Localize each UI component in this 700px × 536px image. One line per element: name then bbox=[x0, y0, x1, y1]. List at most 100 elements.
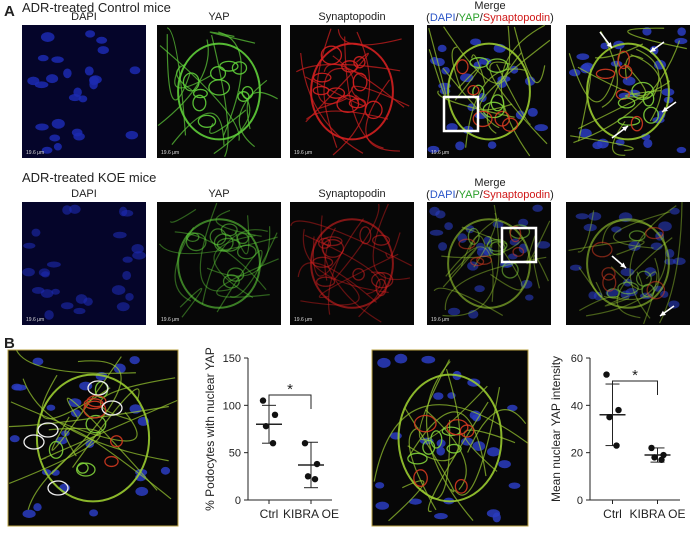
capillary bbox=[76, 462, 89, 474]
nucleus bbox=[89, 79, 98, 90]
nucleus bbox=[11, 383, 23, 391]
significance-label: * bbox=[632, 367, 638, 384]
capillary bbox=[601, 267, 616, 281]
capillary bbox=[456, 59, 469, 75]
channel-label: YAP bbox=[208, 188, 229, 200]
capillary bbox=[631, 81, 655, 100]
capillary bbox=[512, 246, 525, 257]
nucleus bbox=[588, 212, 602, 221]
capillary bbox=[321, 239, 345, 258]
nucleus bbox=[486, 509, 501, 518]
capillary bbox=[375, 278, 387, 297]
tissue bbox=[41, 374, 111, 420]
nucleus bbox=[51, 56, 64, 63]
tissue bbox=[72, 388, 140, 468]
capillary bbox=[85, 414, 107, 434]
nucleus bbox=[467, 261, 479, 271]
nucleus bbox=[525, 294, 534, 301]
image-bg bbox=[157, 25, 281, 158]
micrograph bbox=[157, 202, 281, 325]
tissue bbox=[636, 48, 660, 97]
capillary bbox=[315, 276, 336, 287]
tissue bbox=[465, 68, 526, 148]
arrow-head bbox=[622, 126, 628, 132]
nucleus bbox=[536, 241, 551, 249]
micrograph bbox=[566, 25, 690, 158]
nucleus bbox=[534, 124, 548, 132]
nucleus bbox=[644, 267, 657, 277]
tissue bbox=[579, 295, 621, 312]
tissue bbox=[577, 63, 647, 97]
capillary bbox=[467, 227, 480, 245]
nucleus bbox=[498, 460, 511, 469]
tissue bbox=[16, 350, 136, 374]
capillary bbox=[646, 280, 666, 300]
tissue bbox=[333, 203, 380, 281]
nucleus bbox=[113, 363, 126, 374]
nucleus bbox=[122, 270, 132, 280]
merge-legend: (DAPI/YAP/Synaptopodin) bbox=[426, 189, 554, 201]
capillary bbox=[236, 244, 257, 260]
nucleus bbox=[447, 307, 461, 316]
nucleus bbox=[672, 257, 686, 266]
micrograph bbox=[22, 25, 146, 158]
nucleus bbox=[457, 233, 468, 243]
micrograph bbox=[290, 202, 414, 325]
tissue bbox=[442, 247, 477, 288]
nucleus bbox=[578, 128, 592, 138]
arrow-head bbox=[650, 46, 656, 52]
tissue bbox=[344, 36, 384, 149]
nucleus bbox=[160, 466, 171, 475]
capillary bbox=[446, 443, 462, 454]
nucleus bbox=[408, 498, 422, 505]
y-axis-label: Mean nuclear YAP intensity bbox=[549, 356, 563, 502]
nucleus bbox=[9, 435, 20, 443]
data-point bbox=[658, 456, 665, 463]
nucleus bbox=[63, 68, 72, 79]
legend-part: YAP bbox=[459, 12, 480, 24]
data-point bbox=[648, 444, 655, 452]
tissue bbox=[573, 40, 681, 144]
frame bbox=[371, 349, 529, 527]
nucleus bbox=[53, 143, 62, 151]
capillary bbox=[312, 256, 334, 268]
capillary bbox=[222, 274, 240, 289]
nucleus bbox=[433, 392, 444, 400]
y-tick-label: 150 bbox=[223, 353, 241, 365]
channel-label: YAP bbox=[208, 11, 229, 23]
nucleus bbox=[37, 54, 49, 62]
tissue bbox=[166, 34, 191, 101]
nucleus bbox=[434, 513, 448, 520]
tissue bbox=[213, 234, 256, 299]
tissue bbox=[209, 109, 247, 134]
data-point bbox=[603, 371, 610, 378]
nucleus bbox=[69, 204, 81, 214]
capillary bbox=[353, 56, 366, 69]
tissue bbox=[300, 280, 360, 306]
tissue bbox=[300, 52, 364, 154]
tissue bbox=[246, 91, 278, 130]
nucleus bbox=[31, 228, 41, 237]
micrograph bbox=[157, 25, 281, 158]
glomerulus bbox=[177, 42, 261, 141]
nucleus bbox=[125, 130, 139, 140]
nucleus bbox=[527, 107, 538, 117]
scale-bar-label: 19.6 μm bbox=[161, 150, 179, 156]
nucleus bbox=[113, 231, 127, 239]
nucleus bbox=[468, 309, 479, 319]
y-tick-label: 0 bbox=[577, 495, 583, 507]
nucleus bbox=[664, 258, 676, 265]
capillary bbox=[615, 89, 630, 100]
tissue bbox=[442, 204, 500, 317]
nucleus bbox=[620, 268, 635, 277]
capillary bbox=[407, 452, 428, 465]
micrograph bbox=[427, 24, 551, 158]
capillary bbox=[486, 239, 508, 252]
capillary bbox=[182, 72, 200, 92]
nucleus bbox=[575, 213, 589, 220]
tissue bbox=[630, 54, 662, 122]
tissue bbox=[425, 360, 474, 521]
nucleus bbox=[510, 65, 519, 74]
data-point bbox=[301, 440, 309, 447]
nucleus bbox=[51, 118, 65, 129]
